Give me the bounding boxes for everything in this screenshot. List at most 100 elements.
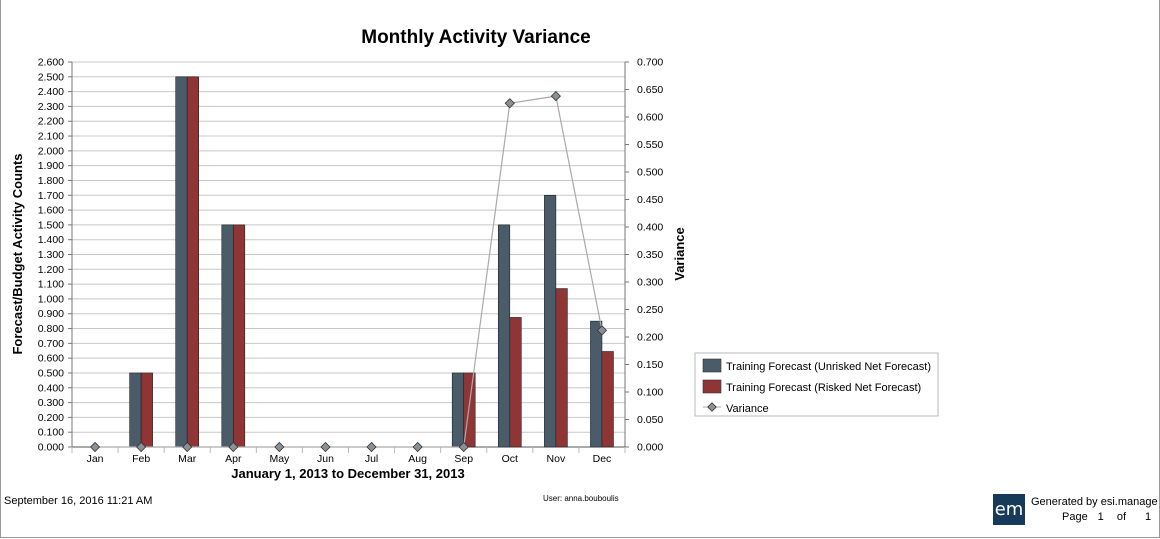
y2-tick-label: 0.550: [637, 139, 663, 151]
x-tick-label: Sep: [454, 453, 473, 465]
y-tick-label: 0.000: [38, 442, 64, 454]
y-tick-label: 1.900: [38, 160, 64, 172]
bar-unrisked: [451, 372, 465, 448]
x-tick-label: Nov: [547, 453, 566, 465]
x-tick-label: Apr: [225, 453, 242, 465]
y-tick-label: 1.000: [38, 293, 64, 305]
y-tick-label: 0.600: [38, 353, 64, 365]
legend-marker-variance: [707, 402, 717, 412]
legend-swatch-unrisked: [702, 358, 722, 373]
page-total: 1: [1144, 511, 1152, 523]
page-number: 1: [1097, 511, 1104, 523]
y-tick-label: 0.500: [38, 367, 64, 379]
y-axis-title: Forecast/Budget Activity Counts: [10, 153, 25, 354]
x-tick-label: Jul: [365, 453, 378, 465]
x-tick-label: Oct: [502, 453, 518, 465]
x-tick-label: Feb: [132, 453, 150, 465]
y-tick-label: 2.300: [38, 101, 64, 113]
y-tick-label: 2.000: [38, 145, 64, 157]
variance-point: [182, 441, 193, 453]
bar-unrisked: [129, 372, 142, 448]
x-tick-label: Jun: [317, 453, 334, 465]
y2-tick-label: 0.650: [637, 84, 663, 96]
variance-point: [274, 441, 285, 453]
y2-tick-label: 0.500: [637, 167, 663, 179]
variance-point: [228, 441, 239, 453]
page-of-label: of: [1116, 511, 1127, 523]
bar-risked: [232, 224, 246, 448]
y-tick-label: 0.400: [38, 382, 64, 394]
page-indicator: Page 1 of 1: [1062, 511, 1151, 523]
y-tick-label: 2.400: [38, 86, 64, 98]
y2-tick-label: 0.250: [637, 304, 663, 316]
x-tick-label: Aug: [408, 453, 427, 465]
y-tick-label: 0.900: [38, 308, 64, 320]
y2-tick-label: 0.300: [637, 277, 663, 289]
bar-risked: [509, 317, 522, 448]
bar-risked: [186, 76, 200, 448]
report-user: User: anna.bouboulis: [543, 494, 619, 503]
y-tick-label: 1.500: [38, 219, 64, 231]
y-tick-label: 2.600: [38, 57, 64, 69]
y-tick-label: 0.100: [38, 427, 64, 439]
legend-swatch-risked: [702, 379, 722, 394]
y2-tick-label: 0.000: [637, 442, 663, 454]
bar-unrisked: [590, 320, 603, 448]
y-tick-label: 1.400: [38, 234, 64, 246]
variance-point: [550, 91, 561, 102]
y-tick-label: 2.100: [38, 131, 64, 143]
variance-point: [366, 441, 377, 453]
esi-logo-icon: em: [993, 494, 1025, 525]
variance-point: [320, 441, 331, 453]
y2-tick-label: 0.050: [637, 414, 663, 426]
y-tick-label: 2.500: [38, 71, 64, 83]
x-axis-title: January 1, 2013 to December 31, 2013: [231, 466, 464, 481]
legend-label-variance: Variance: [726, 403, 769, 415]
y-tick-label: 2.200: [38, 116, 64, 128]
bar-unrisked: [221, 224, 234, 448]
y-tick-label: 1.300: [38, 249, 64, 261]
x-tick-label: May: [269, 453, 290, 465]
x-tick-label: Jan: [87, 453, 104, 465]
variance-point: [412, 441, 423, 453]
x-tick-label: Mar: [178, 453, 197, 465]
y2-tick-label: 0.600: [637, 112, 663, 124]
y2-axis-title: Variance: [672, 227, 687, 281]
y2-tick-label: 0.350: [637, 249, 663, 261]
variance-point: [504, 98, 515, 109]
page-label: Page: [1062, 511, 1088, 523]
y2-tick-label: 0.700: [637, 57, 663, 69]
y2-tick-label: 0.400: [637, 222, 663, 234]
y-tick-label: 1.100: [38, 279, 64, 291]
y2-tick-label: 0.200: [637, 332, 663, 344]
legend: Training Forecast (Unrisked Net Forecast…: [694, 352, 939, 417]
y-tick-label: 1.200: [38, 264, 64, 276]
y-tick-label: 0.700: [38, 338, 64, 350]
bar-unrisked: [175, 76, 188, 448]
y2-tick-label: 0.100: [637, 387, 663, 399]
y2-tick-label: 0.450: [637, 194, 663, 206]
variance-point: [458, 441, 469, 453]
y-tick-label: 1.600: [38, 205, 64, 217]
chart-title: Monthly Activity Variance: [361, 27, 590, 48]
y-tick-label: 1.800: [38, 175, 64, 187]
report-timestamp: September 16, 2016 11:21 AM: [4, 495, 153, 507]
variance-point: [89, 441, 101, 453]
y-tick-label: 0.800: [38, 323, 64, 335]
bar-risked: [601, 351, 614, 448]
variance-point: [136, 441, 147, 453]
chart: Monthly Activity Variance 0.000 0.100 0.20…: [10, 27, 939, 481]
legend-label-risked: Training Forecast (Risked Net Forecast): [726, 382, 921, 394]
bar-risked: [555, 288, 568, 448]
y2-tick-label: 0.150: [637, 359, 663, 371]
y-tick-label: 0.200: [38, 412, 64, 424]
variance-point: [596, 325, 608, 336]
generated-by-label: Generated by esi.manage: [1031, 496, 1158, 508]
legend-label-unrisked: Training Forecast (Unrisked Net Forecast…: [726, 361, 931, 373]
variance-line: [95, 95, 603, 448]
bar-unrisked: [544, 194, 557, 448]
bar-risked: [463, 372, 476, 448]
bar-risked: [140, 372, 153, 448]
bar-unrisked: [497, 224, 511, 448]
y-tick-label: 1.700: [38, 190, 64, 202]
